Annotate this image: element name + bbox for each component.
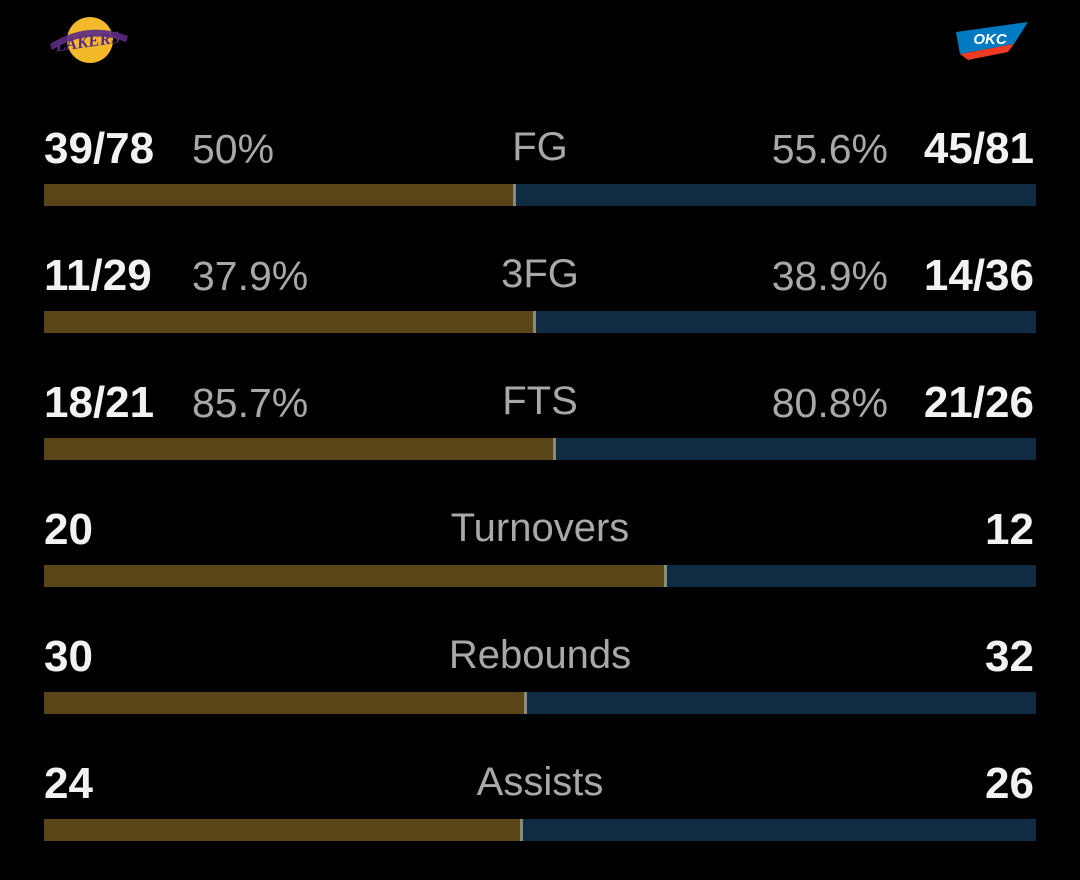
away-percentage: 80.8%: [771, 380, 888, 426]
home-value: 24: [44, 759, 93, 808]
bar-divider: [533, 311, 536, 333]
bar-divider: [520, 819, 523, 841]
away-value: 26: [985, 759, 1034, 808]
away-made-value: 45/81: [923, 124, 1034, 173]
home-made-value: 39/78: [44, 124, 155, 173]
away-percentage: 38.9%: [771, 253, 888, 299]
home-percentage: 50%: [192, 126, 275, 172]
bar-divider: [553, 438, 556, 460]
okc-logo-text: OKC: [973, 31, 1008, 48]
stat-row-rebounds: 30 Rebounds 32: [0, 630, 1080, 757]
home-value: 30: [44, 632, 93, 681]
stat-row-fg: 39/78 50% FG 55.6% 45/81: [0, 122, 1080, 249]
stat-label: FTS: [502, 379, 578, 423]
away-value: 12: [985, 505, 1034, 554]
stat-row-turnovers: 20 Turnovers 12: [0, 503, 1080, 630]
stat-label: Turnovers: [450, 506, 630, 550]
okc-thunder-logo: OKC: [956, 22, 1028, 60]
home-bar-segment: [44, 565, 664, 587]
away-made-value: 14/36: [923, 251, 1034, 300]
bar-divider: [513, 184, 516, 206]
away-bar-segment: [667, 565, 1036, 587]
comparison-bar: [44, 692, 1036, 714]
lakers-logo: LAKERS: [50, 17, 128, 63]
stat-row-fts: 18/21 85.7% FTS 80.8% 21/26: [0, 376, 1080, 503]
away-made-value: 21/26: [923, 378, 1034, 427]
stat-row-assists: 24 Assists 26: [0, 757, 1080, 880]
home-bar-segment: [44, 692, 524, 714]
away-bar-segment: [527, 692, 1036, 714]
stat-row-3fg: 11/29 37.9% 3FG 38.9% 14/36: [0, 249, 1080, 376]
home-bar-segment: [44, 438, 553, 460]
stat-label: Rebounds: [448, 633, 632, 677]
comparison-bar: [44, 819, 1036, 841]
home-bar-segment: [44, 819, 520, 841]
away-percentage: 55.6%: [771, 126, 888, 172]
home-percentage: 37.9%: [192, 253, 309, 299]
away-bar-segment: [536, 311, 1036, 333]
home-made-value: 18/21: [44, 378, 155, 427]
away-bar-segment: [556, 438, 1036, 460]
stat-label: 3FG: [501, 252, 579, 296]
comparison-bar: [44, 438, 1036, 460]
bar-divider: [664, 565, 667, 587]
home-bar-segment: [44, 311, 533, 333]
home-percentage: 85.7%: [192, 380, 309, 426]
bar-divider: [524, 692, 527, 714]
stat-label: FG: [512, 125, 568, 169]
home-made-value: 11/29: [44, 251, 152, 300]
comparison-bar: [44, 184, 1036, 206]
away-bar-segment: [523, 819, 1036, 841]
comparison-bar: [44, 565, 1036, 587]
comparison-bar: [44, 311, 1036, 333]
home-value: 20: [44, 505, 93, 554]
away-value: 32: [985, 632, 1034, 681]
away-bar-segment: [516, 184, 1036, 206]
home-bar-segment: [44, 184, 513, 206]
stat-label: Assists: [476, 760, 604, 804]
